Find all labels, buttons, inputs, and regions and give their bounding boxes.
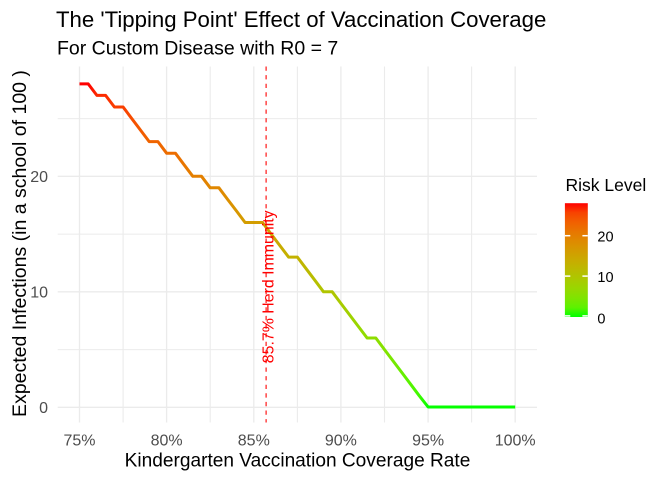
svg-text:For Custom Disease with R0 = 7: For Custom Disease with R0 = 7 <box>57 37 338 59</box>
svg-text:85.7% Herd Immunity: 85.7% Herd Immunity <box>261 210 278 363</box>
svg-text:20: 20 <box>30 169 48 186</box>
svg-text:The 'Tipping Point' Effect of: The 'Tipping Point' Effect of Vaccinatio… <box>56 7 546 32</box>
svg-text:Risk Level: Risk Level <box>566 175 647 195</box>
svg-text:75%: 75% <box>63 432 95 449</box>
svg-text:10: 10 <box>30 285 48 302</box>
svg-text:80%: 80% <box>151 432 183 449</box>
svg-text:95%: 95% <box>412 432 444 449</box>
svg-text:Expected Infections (in a scho: Expected Infections (in a school of 100 … <box>9 70 31 417</box>
svg-text:85%: 85% <box>238 432 270 449</box>
svg-text:90%: 90% <box>325 432 357 449</box>
svg-text:Kindergarten Vaccination Cover: Kindergarten Vaccination Coverage Rate <box>125 451 471 472</box>
svg-text:20: 20 <box>597 230 613 246</box>
svg-text:10: 10 <box>597 270 613 286</box>
svg-text:0: 0 <box>39 400 48 417</box>
svg-text:100%: 100% <box>495 432 536 449</box>
svg-text:0: 0 <box>597 311 605 327</box>
